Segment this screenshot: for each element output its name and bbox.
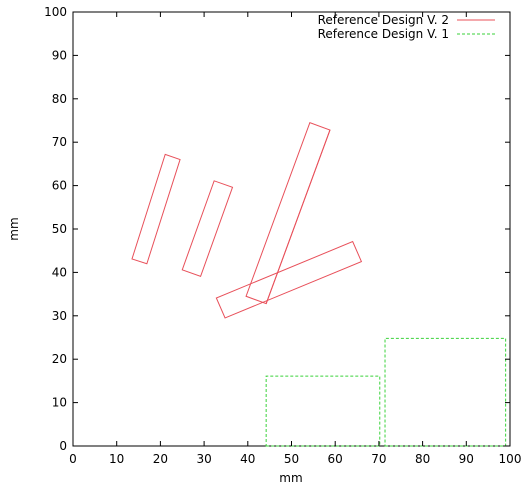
block-outline bbox=[265, 375, 381, 447]
x-tick-label: 90 bbox=[459, 452, 474, 466]
y-tick-label: 100 bbox=[44, 5, 67, 19]
axis-ticks bbox=[72, 11, 511, 447]
block-v2-inner-small bbox=[181, 180, 234, 277]
y-tick-label: 0 bbox=[59, 439, 67, 453]
block-outline bbox=[131, 153, 181, 265]
y-tick-label: 20 bbox=[52, 352, 67, 366]
block-outline bbox=[215, 240, 363, 319]
block-v2-inner-large bbox=[215, 240, 363, 319]
legend-label-v2: Reference Design V. 2 bbox=[318, 13, 449, 27]
series-reference-design-v1 bbox=[265, 337, 507, 447]
y-tick-label: 60 bbox=[52, 179, 67, 193]
x-tick-label: 20 bbox=[153, 452, 168, 466]
x-tick-label: 30 bbox=[196, 452, 211, 466]
block-outline bbox=[181, 180, 234, 277]
x-tick-label: 100 bbox=[499, 452, 521, 466]
axis-tick-labels: 0 10 20 30 40 50 60 70 80 90 100 0 10 20 30 40 50 60 70 80 9… bbox=[44, 5, 521, 466]
x-axis-label: mm bbox=[279, 471, 302, 485]
block-outline bbox=[384, 337, 507, 447]
series-reference-design-v2 bbox=[131, 122, 363, 319]
strand-line bbox=[265, 129, 331, 304]
legend: Reference Design V. 2 Reference Design V… bbox=[318, 13, 495, 41]
block-v2-top-small bbox=[131, 153, 181, 265]
block-v1-bottom-right bbox=[384, 337, 507, 447]
y-tick-label: 50 bbox=[52, 222, 67, 236]
x-tick-label: 40 bbox=[240, 452, 255, 466]
y-tick-label: 90 bbox=[52, 48, 67, 62]
x-tick-label: 60 bbox=[328, 452, 343, 466]
x-tick-label: 70 bbox=[371, 452, 386, 466]
y-tick-label: 40 bbox=[52, 265, 67, 279]
y-tick-label: 30 bbox=[52, 309, 67, 323]
y-axis-label: mm bbox=[7, 217, 21, 240]
x-tick-label: 80 bbox=[415, 452, 430, 466]
x-tick-label: 50 bbox=[284, 452, 299, 466]
block-outline bbox=[245, 122, 331, 305]
x-tick-label: 10 bbox=[109, 452, 124, 466]
y-tick-label: 10 bbox=[52, 396, 67, 410]
y-tick-label: 70 bbox=[52, 135, 67, 149]
block-v1-bottom-lower bbox=[265, 375, 381, 447]
y-tick-label: 80 bbox=[52, 92, 67, 106]
block-v2-outer-left bbox=[245, 122, 331, 305]
legend-label-v1: Reference Design V. 1 bbox=[318, 27, 449, 41]
x-tick-label: 0 bbox=[69, 452, 77, 466]
plot-frame bbox=[72, 11, 511, 447]
